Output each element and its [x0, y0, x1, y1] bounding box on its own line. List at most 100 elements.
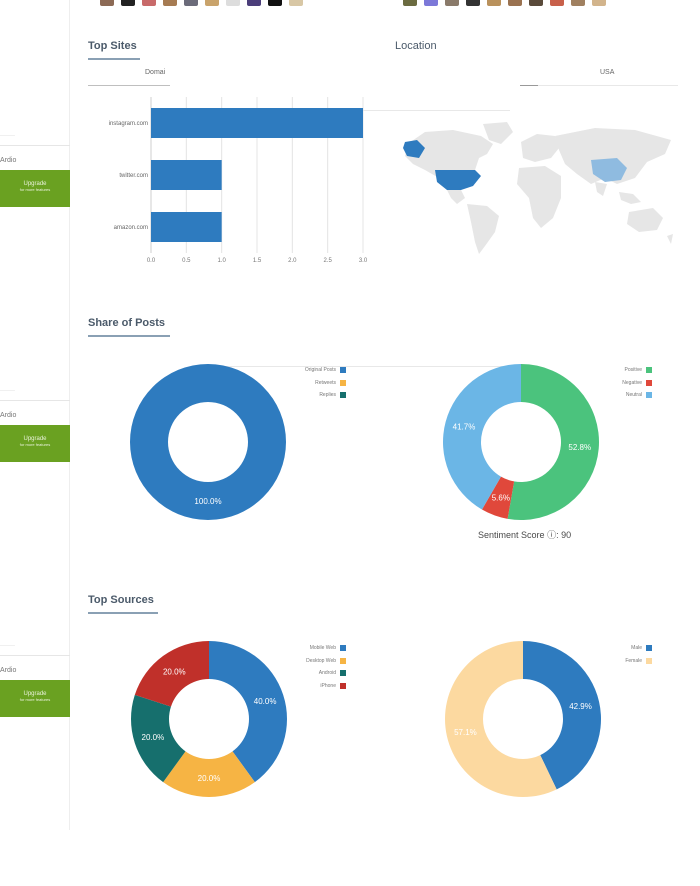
- slice-value-label: 20.0%: [198, 774, 221, 783]
- sentiment-legend: Positive Negative Neutral: [600, 364, 652, 402]
- avatar[interactable]: [445, 0, 459, 6]
- legend-item[interactable]: Neutral: [600, 389, 652, 402]
- legend-swatch: [340, 657, 346, 664]
- map-region-southeast-asia[interactable]: [619, 192, 641, 204]
- avatar[interactable]: [529, 0, 543, 6]
- legend-item[interactable]: Desktop Web: [280, 655, 346, 668]
- sidebar-divider: [69, 0, 70, 830]
- legend-item[interactable]: Mobile Web: [280, 642, 346, 655]
- donut-slice[interactable]: [481, 476, 515, 519]
- section-underline: [88, 335, 170, 337]
- legend-label: Female: [625, 657, 642, 664]
- legend-label: Replies: [319, 392, 336, 399]
- legend-item[interactable]: Negative: [600, 377, 652, 390]
- legend-item[interactable]: iPhone: [280, 680, 346, 693]
- tab-usa[interactable]: USA: [600, 69, 615, 76]
- avatar[interactable]: [205, 0, 219, 6]
- legend-item[interactable]: Positive: [600, 364, 652, 377]
- legend-swatch: [646, 657, 652, 664]
- slice-value-label: 20.0%: [142, 733, 165, 742]
- legend-swatch: [646, 392, 652, 399]
- donut-slice[interactable]: [507, 364, 600, 520]
- y-tick-label: instagram.com: [109, 121, 148, 127]
- slice-value-label: 5.6%: [492, 493, 510, 502]
- avatar[interactable]: [121, 0, 135, 6]
- sidebar-item-label[interactable]: Ardio: [0, 412, 17, 419]
- bar[interactable]: [151, 212, 222, 242]
- sidebar-block: ─────── Ardio Upgrade for more features: [0, 388, 70, 462]
- avatar-strip-right: [403, 0, 606, 6]
- avatar[interactable]: [226, 0, 240, 6]
- legend-item[interactable]: Android: [280, 667, 346, 680]
- avatar[interactable]: [487, 0, 501, 6]
- legend-item[interactable]: Male: [600, 642, 652, 655]
- legend-item[interactable]: Original Posts: [280, 364, 346, 377]
- avatar[interactable]: [550, 0, 564, 6]
- map-region-mexico[interactable]: [447, 190, 465, 204]
- donut-slice[interactable]: [130, 363, 286, 521]
- avatar[interactable]: [466, 0, 480, 6]
- map-region-greenland[interactable]: [483, 122, 513, 144]
- legend-swatch: [646, 379, 652, 386]
- slice-value-label: 52.8%: [568, 443, 591, 452]
- bar[interactable]: [151, 108, 363, 138]
- sidebar-block: ─────── Ardio Upgrade for more features: [0, 643, 70, 717]
- sentiment-score-label: Sentiment Score: [478, 530, 545, 540]
- donut-slice[interactable]: [131, 694, 186, 783]
- upgrade-button[interactable]: Upgrade for more features: [0, 680, 70, 717]
- slice-value-label: 100.0%: [194, 497, 221, 506]
- map-region-south-america[interactable]: [467, 204, 499, 254]
- donut-slice[interactable]: [163, 751, 255, 797]
- avatar[interactable]: [268, 0, 282, 6]
- section-title-top-sites: Top Sites: [88, 40, 137, 52]
- upgrade-button[interactable]: Upgrade for more features: [0, 170, 70, 207]
- map-region-europe[interactable]: [521, 134, 559, 162]
- avatar[interactable]: [508, 0, 522, 6]
- legend-label: iPhone: [320, 682, 336, 689]
- map-region-asia[interactable]: [555, 128, 671, 184]
- avatar[interactable]: [289, 0, 303, 6]
- legend-item[interactable]: Female: [600, 655, 652, 668]
- map-region-china[interactable]: [591, 158, 627, 182]
- avatar[interactable]: [424, 0, 438, 6]
- avatar[interactable]: [592, 0, 606, 6]
- legend-swatch: [340, 645, 346, 652]
- map-region-new-zealand[interactable]: [667, 234, 673, 244]
- donut-slice[interactable]: [209, 641, 287, 783]
- map-region-usa[interactable]: [435, 170, 481, 190]
- tab-underline: [520, 85, 538, 86]
- map-region-india[interactable]: [595, 182, 607, 196]
- sentiment-score: Sentiment Score ⓘ: 90: [478, 530, 572, 540]
- donut-slice[interactable]: [523, 641, 601, 790]
- legend-label: Mobile Web: [309, 645, 336, 652]
- avatar[interactable]: [100, 0, 114, 6]
- donut-slice[interactable]: [134, 641, 209, 707]
- sidebar-item-label[interactable]: Ardio: [0, 667, 17, 674]
- legend-swatch: [340, 682, 346, 689]
- avatar[interactable]: [403, 0, 417, 6]
- avatar[interactable]: [142, 0, 156, 6]
- map-region-alaska[interactable]: [403, 140, 425, 158]
- upgrade-button-sublabel: for more features: [19, 697, 51, 702]
- world-map[interactable]: [395, 118, 680, 258]
- legend-label: Male: [631, 645, 642, 652]
- help-icon[interactable]: ⓘ: [547, 530, 557, 540]
- section-underline: [88, 612, 158, 614]
- legend-label: Neutral: [625, 392, 642, 399]
- avatar[interactable]: [184, 0, 198, 6]
- legend-item[interactable]: Replies: [280, 389, 346, 402]
- tab-domain[interactable]: Domai: [145, 69, 166, 76]
- map-region-australia[interactable]: [627, 208, 663, 232]
- upgrade-button[interactable]: Upgrade for more features: [0, 425, 70, 462]
- divider: [0, 400, 70, 401]
- donut-slice[interactable]: [443, 364, 521, 510]
- sidebar-item-label[interactable]: Ardio: [0, 157, 17, 164]
- bar[interactable]: [151, 160, 222, 190]
- donut-slice[interactable]: [445, 641, 557, 797]
- avatar[interactable]: [163, 0, 177, 6]
- slice-value-label: 57.1%: [454, 728, 477, 737]
- legend-item[interactable]: Retweets: [280, 377, 346, 390]
- avatar[interactable]: [571, 0, 585, 6]
- map-region-africa[interactable]: [517, 166, 561, 228]
- avatar[interactable]: [247, 0, 261, 6]
